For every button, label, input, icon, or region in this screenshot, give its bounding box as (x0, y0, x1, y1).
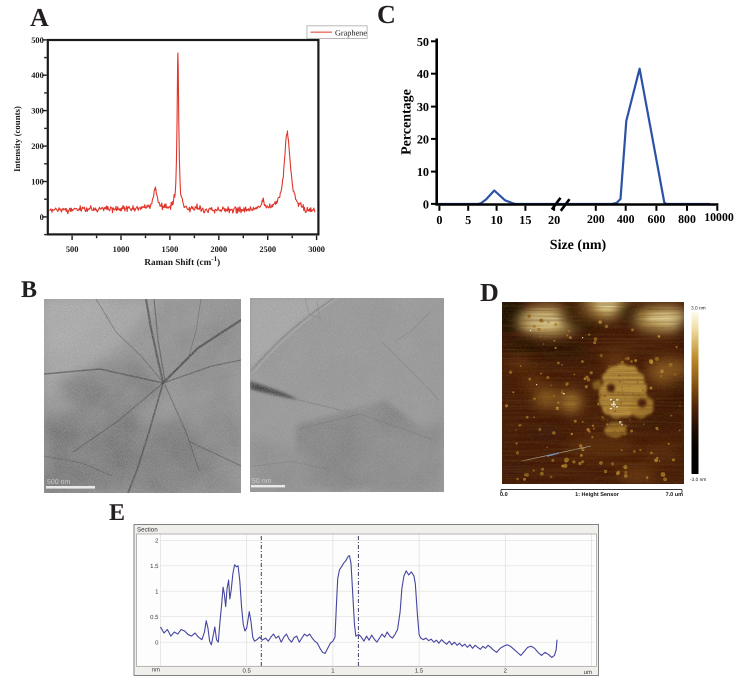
svg-text:5: 5 (465, 213, 471, 227)
svg-text:100: 100 (31, 177, 44, 186)
svg-text:30: 30 (417, 100, 429, 114)
svg-text:40: 40 (417, 67, 429, 81)
svg-text:E: E (109, 500, 125, 526)
svg-text:0: 0 (423, 197, 429, 211)
svg-text:20: 20 (417, 132, 429, 146)
svg-text:10: 10 (417, 165, 429, 179)
svg-text:Raman Shift (cm-1): Raman Shift (cm-1) (144, 255, 220, 267)
svg-text:300: 300 (31, 107, 44, 116)
svg-text:D: D (480, 278, 499, 307)
svg-text:A: A (30, 3, 49, 32)
svg-text:1000: 1000 (113, 245, 130, 254)
svg-text:10000: 10000 (704, 210, 734, 224)
svg-text:1: 1 (331, 668, 335, 675)
svg-text:0.5: 0.5 (243, 668, 252, 675)
svg-text:50 nm: 50 nm (252, 478, 272, 485)
svg-text:um: um (584, 670, 592, 676)
svg-text:0.0: 0.0 (500, 492, 508, 498)
svg-text:0: 0 (155, 639, 159, 646)
svg-text:400: 400 (31, 71, 44, 80)
svg-text:2: 2 (504, 668, 508, 675)
svg-text:-3.0 nm: -3.0 nm (690, 477, 706, 483)
svg-text:0: 0 (40, 213, 44, 222)
svg-text:7.0 um: 7.0 um (666, 492, 684, 498)
svg-text:15: 15 (519, 213, 531, 227)
svg-text:1.5: 1.5 (150, 563, 159, 570)
svg-text:Intensity (counts): Intensity (counts) (12, 106, 22, 172)
svg-text:1500: 1500 (162, 245, 179, 254)
svg-text:2: 2 (155, 538, 159, 545)
svg-text:3000: 3000 (308, 245, 325, 254)
svg-text:10: 10 (491, 213, 503, 227)
svg-text:Size (nm): Size (nm) (550, 238, 607, 253)
svg-text:200: 200 (31, 142, 44, 151)
svg-text:50: 50 (417, 35, 429, 49)
svg-text:400: 400 (617, 212, 635, 226)
svg-text:B: B (21, 277, 37, 303)
svg-text:800: 800 (678, 212, 696, 226)
svg-text:0: 0 (436, 213, 442, 227)
svg-text:1: 1 (155, 588, 159, 595)
svg-text:3.0 nm: 3.0 nm (691, 306, 706, 312)
svg-text:nm: nm (152, 668, 160, 674)
svg-text:0.5: 0.5 (150, 614, 159, 621)
svg-text:C: C (377, 0, 396, 29)
svg-text:2500: 2500 (259, 245, 276, 254)
svg-text:Percentage: Percentage (400, 89, 415, 155)
svg-text:500: 500 (31, 36, 44, 45)
svg-text:1.5: 1.5 (415, 668, 424, 675)
svg-text:500: 500 (66, 245, 79, 254)
svg-text:600: 600 (648, 212, 666, 226)
svg-text:Graphene: Graphene (335, 29, 367, 38)
svg-text:500 nm: 500 nm (47, 479, 71, 486)
svg-text:Section: Section (137, 527, 158, 534)
svg-text:20: 20 (548, 213, 560, 227)
svg-text:2000: 2000 (210, 245, 227, 254)
svg-text:1: Height Sensor: 1: Height Sensor (575, 492, 620, 498)
svg-text:200: 200 (587, 212, 605, 226)
